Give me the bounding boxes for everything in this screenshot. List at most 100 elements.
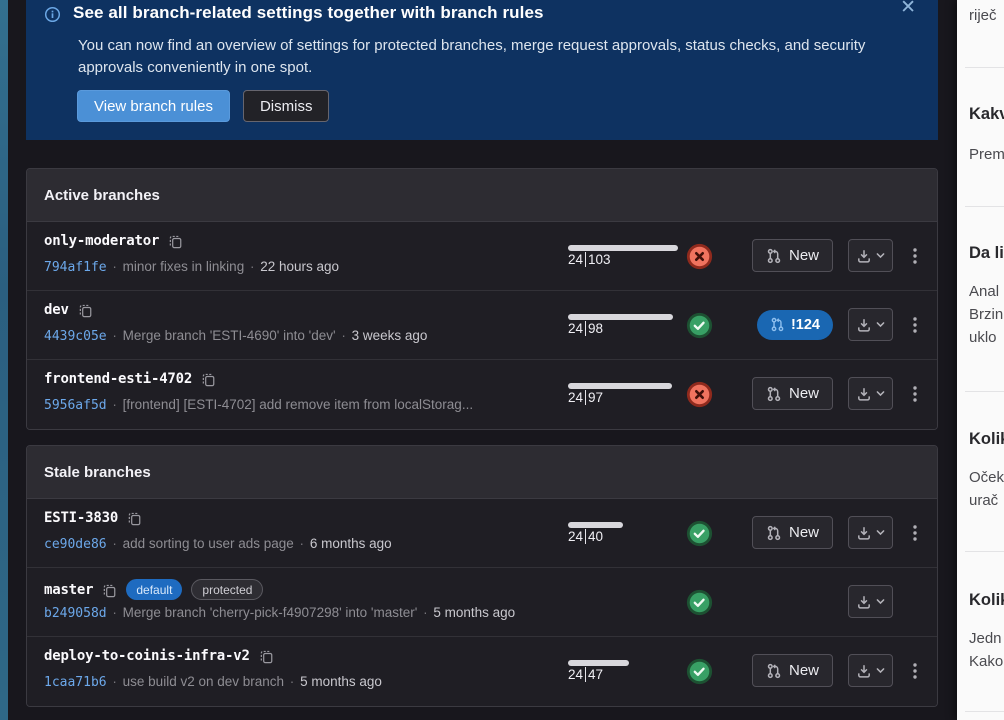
commit-sha-link[interactable]: ce90de86 (44, 537, 107, 552)
view-branch-rules-button[interactable]: View branch rules (77, 90, 230, 122)
copy-branch-name-icon[interactable] (127, 511, 142, 526)
copy-branch-name-icon[interactable] (259, 649, 274, 664)
commits-behind: 24 (568, 667, 584, 682)
commit-sha-link[interactable]: b249058d (44, 606, 107, 621)
branch-name-link[interactable]: frontend-esti-4702 (44, 371, 193, 387)
faq-question-fragment: Kolik (969, 591, 1004, 609)
commit-meta: 1caa71b6 · use build v2 on dev branch · … (44, 674, 382, 690)
commit-sha-link[interactable]: 5956af5d (44, 398, 107, 413)
side-window-faq-list: riječ Kakv Prem Da li Anal Brzin uklo Ko… (957, 0, 1004, 720)
merge-request-link-badge[interactable]: !124 (756, 309, 833, 340)
commit-time: 6 months ago (309, 536, 392, 551)
dismiss-button[interactable]: Dismiss (242, 90, 330, 122)
divergence-divider (585, 321, 587, 336)
branch-name-link[interactable]: deploy-to-coinis-infra-v2 (44, 648, 250, 664)
commit-sha-link[interactable]: 794af1fe (44, 260, 107, 275)
download-source-button[interactable] (848, 308, 893, 341)
download-source-button[interactable] (848, 239, 893, 272)
pipeline-passed-icon[interactable] (685, 588, 714, 617)
divergence-graph: 24 40 (568, 522, 718, 544)
commits-behind: 24 (568, 321, 584, 336)
commits-behind: 24 (568, 529, 584, 544)
download-icon (857, 663, 870, 678)
copy-branch-name-icon[interactable] (78, 303, 93, 318)
protected-badge: protected (191, 579, 264, 600)
active-branches-section: Active branches only-moderator 794af1fe … (26, 168, 938, 430)
new-button-label: New (788, 385, 819, 402)
commits-behind: 24 (568, 252, 584, 267)
faq-text-fragment: Prem (969, 146, 1004, 163)
commit-sha-link[interactable]: 4439c05e (44, 329, 107, 344)
pipeline-failed-icon[interactable] (685, 242, 714, 271)
branch-name-link[interactable]: dev (44, 302, 69, 318)
pipeline-passed-icon[interactable] (685, 657, 714, 686)
chevron-down-icon (876, 530, 884, 535)
new-merge-request-button[interactable]: New (751, 377, 833, 410)
more-actions-kebab-icon[interactable] (908, 385, 922, 403)
divider (965, 391, 1004, 392)
divider (965, 206, 1004, 207)
pipeline-passed-icon[interactable] (685, 311, 714, 340)
more-actions-kebab-icon[interactable] (908, 662, 922, 680)
download-source-button[interactable] (848, 654, 893, 687)
branch-row-frontend-esti-4702: frontend-esti-4702 5956af5d · [frontend]… (27, 360, 937, 429)
section-title: Active branches (44, 186, 160, 204)
branches-page: See all branch-related settings together… (26, 0, 938, 707)
separator-dot: · (112, 259, 117, 274)
download-icon (857, 525, 870, 540)
faq-text-fragment: Jedn (969, 630, 1002, 647)
new-button-label: New (788, 247, 819, 264)
new-merge-request-button[interactable]: New (751, 239, 833, 272)
commits-ahead: 47 (588, 667, 604, 682)
download-source-button[interactable] (848, 585, 893, 618)
new-merge-request-button[interactable]: New (751, 654, 833, 687)
commit-time: 22 hours ago (260, 259, 340, 274)
separator-dot: · (112, 536, 117, 551)
close-icon[interactable]: ✕ (900, 0, 916, 18)
commit-meta: ce90de86 · add sorting to user ads page … (44, 536, 392, 552)
merge-request-icon (767, 663, 781, 678)
commits-ahead: 97 (588, 390, 604, 405)
commits-ahead: 40 (588, 529, 604, 544)
divider (965, 551, 1004, 552)
branch-name-link[interactable]: ESTI-3830 (44, 510, 119, 526)
divider (965, 67, 1004, 68)
separator-dot: · (423, 605, 428, 620)
more-actions-kebab-icon[interactable] (908, 524, 922, 542)
faq-text-fragment: Oček (969, 469, 1004, 486)
chevron-down-icon (876, 391, 884, 396)
branch-name-link[interactable]: master (44, 581, 94, 598)
banner-body: You can now find an overview of settings… (78, 37, 866, 76)
faq-text-fragment: uklo (969, 329, 997, 346)
commit-sha-link[interactable]: 1caa71b6 (44, 675, 107, 690)
faq-text-fragment: Kako (969, 653, 1004, 670)
download-icon (857, 386, 870, 401)
section-header: Stale branches (27, 446, 937, 499)
copy-branch-name-icon[interactable] (168, 234, 183, 249)
branch-row-dev: dev 4439c05e · Merge branch 'ESTI-4690' … (27, 291, 937, 360)
branch-name-link[interactable]: only-moderator (44, 233, 160, 249)
faq-text-fragment: riječ (969, 7, 997, 24)
download-source-button[interactable] (848, 377, 893, 410)
branch-row-esti-3830: ESTI-3830 ce90de86 · add sorting to user… (27, 499, 937, 568)
download-source-button[interactable] (848, 516, 893, 549)
commit-meta: 4439c05e · Merge branch 'ESTI-4690' into… (44, 328, 427, 344)
copy-branch-name-icon[interactable] (102, 583, 117, 598)
divergence-graph: 24 103 (568, 245, 718, 267)
separator-dot: · (112, 605, 117, 620)
download-icon (857, 594, 870, 609)
merge-request-icon (767, 386, 781, 401)
chevron-down-icon (876, 322, 884, 327)
faq-text-fragment: Brzin (969, 306, 1004, 323)
section-header: Active branches (27, 169, 937, 222)
default-badge: default (126, 579, 183, 600)
commit-message: minor fixes in linking (122, 259, 245, 274)
pipeline-passed-icon[interactable] (685, 519, 714, 548)
more-actions-kebab-icon[interactable] (908, 316, 922, 334)
new-merge-request-button[interactable]: New (751, 516, 833, 549)
copy-branch-name-icon[interactable] (201, 372, 216, 387)
pipeline-failed-icon[interactable] (685, 380, 714, 409)
new-button-label: New (788, 524, 819, 541)
more-actions-kebab-icon[interactable] (908, 247, 922, 265)
merge-request-icon (771, 317, 784, 332)
